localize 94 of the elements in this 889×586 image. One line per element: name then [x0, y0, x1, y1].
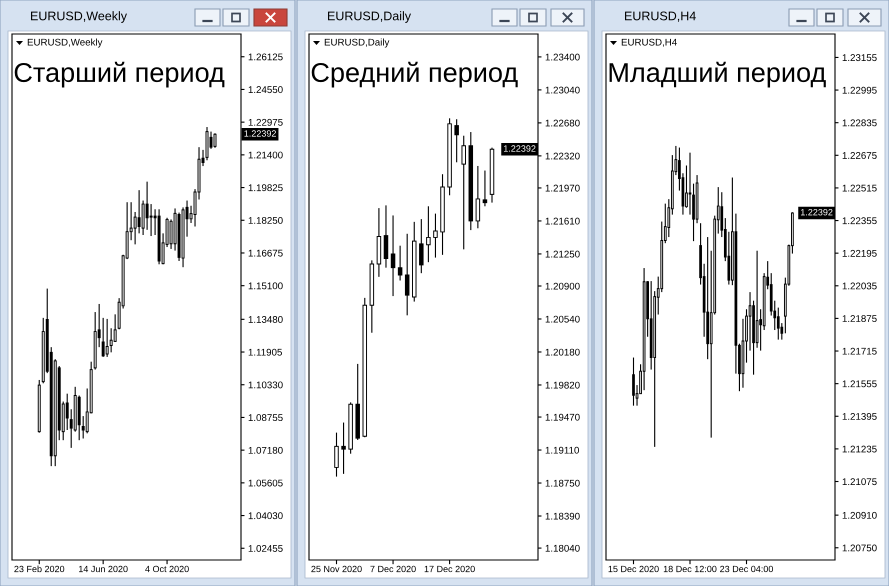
y-tick-label: 1.22835: [842, 119, 877, 126]
candlestick: [461, 135, 466, 250]
candlestick: [482, 170, 488, 207]
y-tick-label: 1.21400: [248, 152, 283, 158]
y-tick-label: 1.20540: [546, 316, 580, 323]
y-tick-label: 1.02455: [248, 545, 283, 552]
y-tick-label: 1.08755: [248, 414, 283, 422]
y-tick-label: 1.18250: [248, 217, 283, 224]
y-tick-label: 1.22680: [546, 120, 580, 127]
y-tick-label: 1.07180: [248, 446, 283, 454]
y-tick-label: 1.21970: [546, 184, 580, 192]
y-tick-label: 1.04030: [248, 512, 283, 520]
candlestick: [106, 318, 109, 358]
candlestick: [134, 211, 137, 245]
candlestick: [334, 432, 339, 478]
candlestick: [150, 204, 153, 237]
candlestick: [390, 214, 396, 297]
y-tick-label: 1.23400: [546, 54, 580, 61]
annotation: Средний период: [312, 62, 518, 88]
text: 1.22392: [244, 130, 276, 137]
candlestick: [82, 416, 85, 440]
candlestick: [454, 118, 459, 163]
chart-title: EURUSD,H4: [625, 12, 696, 22]
y-tick-label: 1.18040: [546, 544, 580, 552]
y-tick-label: 1.21555: [842, 380, 877, 388]
x-tick-label: 15 Dec 2020: [608, 566, 659, 572]
x-tick-label: 18 Dec 12:00: [664, 566, 716, 572]
y-tick-label: 1.22195: [842, 250, 877, 257]
y-tick-label: 1.20750: [842, 544, 877, 552]
chart-title: EURUSD,Weekly: [31, 11, 127, 23]
candlestick: [419, 218, 424, 274]
y-tick-label: 1.22035: [842, 282, 877, 290]
y-tick-label: 1.21715: [842, 348, 877, 355]
text: 1.22392: [800, 209, 832, 216]
y-tick-label: 1.26125: [248, 53, 283, 60]
chart-title: EURUSD,Weekly: [28, 38, 102, 48]
candlestick: [102, 317, 105, 358]
y-tick-label: 1.20910: [842, 512, 877, 519]
x-tick-label: 25 Nov 2020: [311, 566, 362, 572]
y-tick-label: 1.24550: [248, 86, 283, 94]
y-tick-label: 1.15100: [248, 282, 283, 290]
y-tick-label: 1.18750: [546, 480, 580, 487]
candlestick: [398, 245, 402, 282]
y-tick-label: 1.21610: [546, 218, 580, 225]
y-tick-label: 1.19110: [546, 446, 579, 454]
y-tick-label: 1.21075: [842, 478, 877, 486]
candlestick: [384, 204, 388, 268]
candlestick: [146, 181, 149, 230]
candlestick: [426, 206, 431, 263]
y-tick-label: 1.11905: [248, 348, 282, 356]
y-tick-label: 1.21875: [842, 315, 877, 322]
y-tick-label: 1.22320: [546, 152, 580, 160]
chart-title: EURUSD,Daily: [324, 38, 390, 48]
candlestick: [433, 213, 438, 258]
chart-title: EURUSD,H4: [622, 38, 677, 47]
y-tick-label: 1.19820: [546, 382, 580, 389]
y-tick-label: 1.20900: [546, 282, 580, 290]
x-tick-label: 17 Dec 2020: [424, 566, 475, 572]
y-tick-label: 1.05605: [248, 480, 283, 486]
y-tick-label: 1.19470: [546, 414, 580, 421]
x-tick-label: 23 Feb 2020: [14, 566, 64, 572]
candlestick: [110, 328, 113, 353]
x-tick-label: 23 Dec 04:00: [720, 566, 773, 572]
y-tick-label: 1.16675: [248, 250, 283, 257]
x-tick-label: 7 Dec 2020: [370, 566, 416, 572]
y-tick-label: 1.22355: [842, 217, 877, 224]
candlestick: [114, 314, 117, 343]
candlestick: [476, 165, 480, 229]
y-tick-label: 1.13480: [248, 316, 283, 323]
candlestick: [632, 356, 635, 406]
y-tick-label: 1.20180: [546, 348, 580, 356]
y-tick-label: 1.22975: [248, 118, 283, 126]
y-tick-label: 1.18390: [546, 512, 580, 520]
y-tick-label: 1.19825: [248, 184, 283, 192]
annotation: Старший период: [14, 62, 224, 88]
y-tick-label: 1.23040: [546, 86, 580, 94]
y-tick-label: 1.21250: [546, 250, 580, 258]
x-tick-label: 4 Oct 2020: [145, 566, 189, 572]
y-tick-label: 1.22515: [842, 184, 877, 192]
candlestick: [138, 190, 141, 234]
candlestick: [341, 422, 346, 474]
text: 1.22392: [504, 145, 536, 152]
candlestick: [756, 250, 758, 348]
y-tick-label: 1.21235: [842, 446, 877, 453]
y-tick-label: 1.22995: [842, 86, 877, 94]
candlestick: [214, 132, 216, 148]
annotation: Младший период: [610, 62, 826, 88]
x-tick-label: 14 Jun 2020: [79, 566, 128, 572]
chart-title: EURUSD,Daily: [328, 11, 412, 23]
candlestick: [404, 233, 410, 316]
y-tick-label: 1.21395: [842, 413, 877, 420]
y-tick-label: 1.22675: [842, 152, 877, 159]
y-tick-label: 1.23155: [842, 54, 877, 62]
y-tick-label: 1.10330: [248, 381, 283, 388]
